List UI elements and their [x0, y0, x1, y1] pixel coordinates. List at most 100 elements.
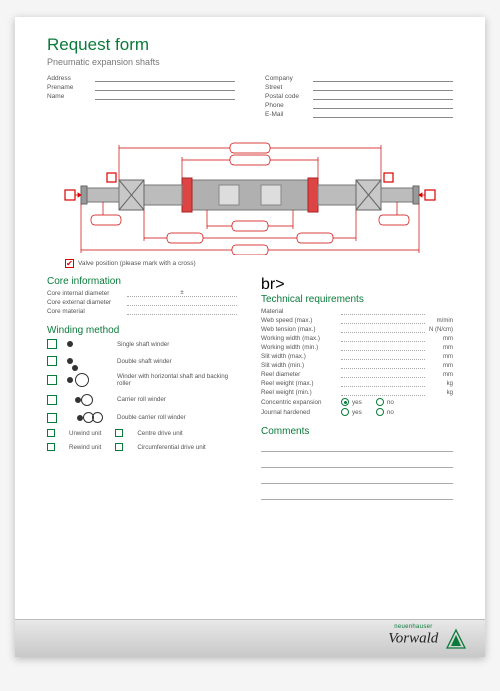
field-label: Address: [47, 75, 95, 82]
method-icon: [67, 412, 117, 423]
method-label: Double carrier roll winder: [117, 414, 237, 421]
field-input[interactable]: [95, 75, 235, 82]
tech-value[interactable]: [341, 335, 425, 342]
unit-option: Unwind unit: [47, 429, 101, 437]
method-icon: [67, 393, 117, 406]
field-input[interactable]: [95, 93, 235, 100]
contact-right: Company Street Postal code Phone E-Mail: [265, 75, 453, 120]
radio-yes[interactable]: [341, 408, 349, 416]
unit-checkbox[interactable]: [115, 443, 123, 451]
field-label: Company: [265, 75, 313, 82]
winding-method-row: Double shaft winder: [47, 355, 237, 367]
method-label: Winder with horizontal shaft and backing…: [117, 373, 237, 387]
tech-row: Material: [261, 308, 453, 315]
tech-row: Reel weight (min.)kg: [261, 389, 453, 396]
tech-value[interactable]: [341, 308, 425, 315]
field-label: E-Mail: [265, 111, 313, 118]
page-title: Request form: [47, 35, 453, 55]
winding-method-row: Winder with horizontal shaft and backing…: [47, 373, 237, 387]
field-input[interactable]: [313, 111, 453, 118]
method-checkbox[interactable]: [47, 413, 57, 423]
tech-value[interactable]: [341, 326, 425, 333]
valve-note: ✔ Valve position (please mark with a cro…: [65, 259, 453, 268]
radio-no[interactable]: [376, 398, 384, 406]
contact-field: Street: [265, 84, 453, 91]
winding-method-row: Single shaft winder: [47, 339, 237, 349]
field-input[interactable]: [313, 75, 453, 82]
field-input[interactable]: [313, 84, 453, 91]
core-title: Core information: [47, 276, 237, 287]
contact-left: Address Prename Name: [47, 75, 235, 120]
unit-checkbox[interactable]: [115, 429, 123, 437]
field-label: Postal code: [265, 93, 313, 100]
field-label: Street: [265, 84, 313, 91]
comment-line[interactable]: [261, 456, 453, 468]
radio-row: Concentric expansionyesno: [261, 398, 453, 406]
tech-value[interactable]: [341, 371, 425, 378]
tech-row: Web speed (max.)m/min: [261, 317, 453, 324]
valve-checkbox[interactable]: ✔: [65, 259, 74, 268]
contact-field: Postal code: [265, 93, 453, 100]
method-checkbox[interactable]: [47, 395, 57, 405]
radio-no[interactable]: [376, 408, 384, 416]
method-icon: [67, 373, 117, 387]
core-value[interactable]: ±: [127, 290, 237, 297]
core-row: Core external diameter: [47, 299, 237, 306]
field-label: Name: [47, 93, 95, 100]
contact-field: Prename: [47, 84, 235, 91]
tech-row: Slit width (max.)mm: [261, 353, 453, 360]
logo: neuenhauser Vorwald: [388, 628, 467, 650]
shaft-diagram: [47, 130, 453, 255]
winding-method-row: Double carrier roll winder: [47, 412, 237, 423]
method-checkbox[interactable]: [47, 356, 57, 366]
unit-checkbox[interactable]: [47, 443, 55, 451]
tech-title: Technical requirements: [261, 294, 453, 305]
unit-option: Centre drive unit: [115, 429, 182, 437]
core-row: Core material: [47, 308, 237, 315]
method-icon: [67, 341, 117, 347]
tech-value[interactable]: [341, 362, 425, 369]
tech-row: Web tension (max.)N (N/cm): [261, 326, 453, 333]
tech-value[interactable]: [341, 317, 425, 324]
method-label: Single shaft winder: [117, 341, 237, 348]
tech-value[interactable]: [341, 380, 425, 387]
method-label: Double shaft winder: [117, 358, 237, 365]
tech-value[interactable]: [341, 344, 425, 351]
tech-row: Working width (max.)mm: [261, 335, 453, 342]
method-checkbox[interactable]: [47, 375, 57, 385]
contact-field: Name: [47, 93, 235, 100]
page-subtitle: Pneumatic expansion shafts: [47, 57, 453, 67]
core-value[interactable]: [127, 299, 237, 306]
comment-line[interactable]: [261, 488, 453, 500]
comment-line[interactable]: [261, 440, 453, 452]
radio-yes[interactable]: [341, 398, 349, 406]
contact-field: Phone: [265, 102, 453, 109]
comment-line[interactable]: [261, 472, 453, 484]
core-row: Core internal diameter±: [47, 290, 237, 297]
comments-title: Comments: [261, 426, 453, 437]
footer: neuenhauser Vorwald: [15, 619, 485, 657]
core-value[interactable]: [127, 308, 237, 315]
unit-option: Rewind unit: [47, 443, 101, 451]
field-input[interactable]: [313, 93, 453, 100]
unit-checkbox[interactable]: [47, 429, 55, 437]
tech-row: Reel diametermm: [261, 371, 453, 378]
tech-row: Working width (min.)mm: [261, 344, 453, 351]
contact-field: Company: [265, 75, 453, 82]
field-label: Prename: [47, 84, 95, 91]
contact-section: Address Prename Name Company Street Postal c…: [47, 75, 453, 120]
method-icon: [67, 355, 117, 367]
page: Request form Pneumatic expansion shafts …: [15, 17, 485, 657]
tech-value[interactable]: [341, 389, 425, 396]
tech-row: Reel weight (max.)kg: [261, 380, 453, 387]
winding-title: Winding method: [47, 325, 237, 336]
radio-row: Journal hardenedyesno: [261, 408, 453, 416]
valve-label: Valve position (please mark with a cross…: [78, 260, 196, 267]
winding-method-row: Carrier roll winder: [47, 393, 237, 406]
field-input[interactable]: [313, 102, 453, 109]
logo-brand: Vorwald: [388, 630, 438, 646]
tech-value[interactable]: [341, 353, 425, 360]
contact-field: E-Mail: [265, 111, 453, 118]
field-input[interactable]: [95, 84, 235, 91]
method-checkbox[interactable]: [47, 339, 57, 349]
